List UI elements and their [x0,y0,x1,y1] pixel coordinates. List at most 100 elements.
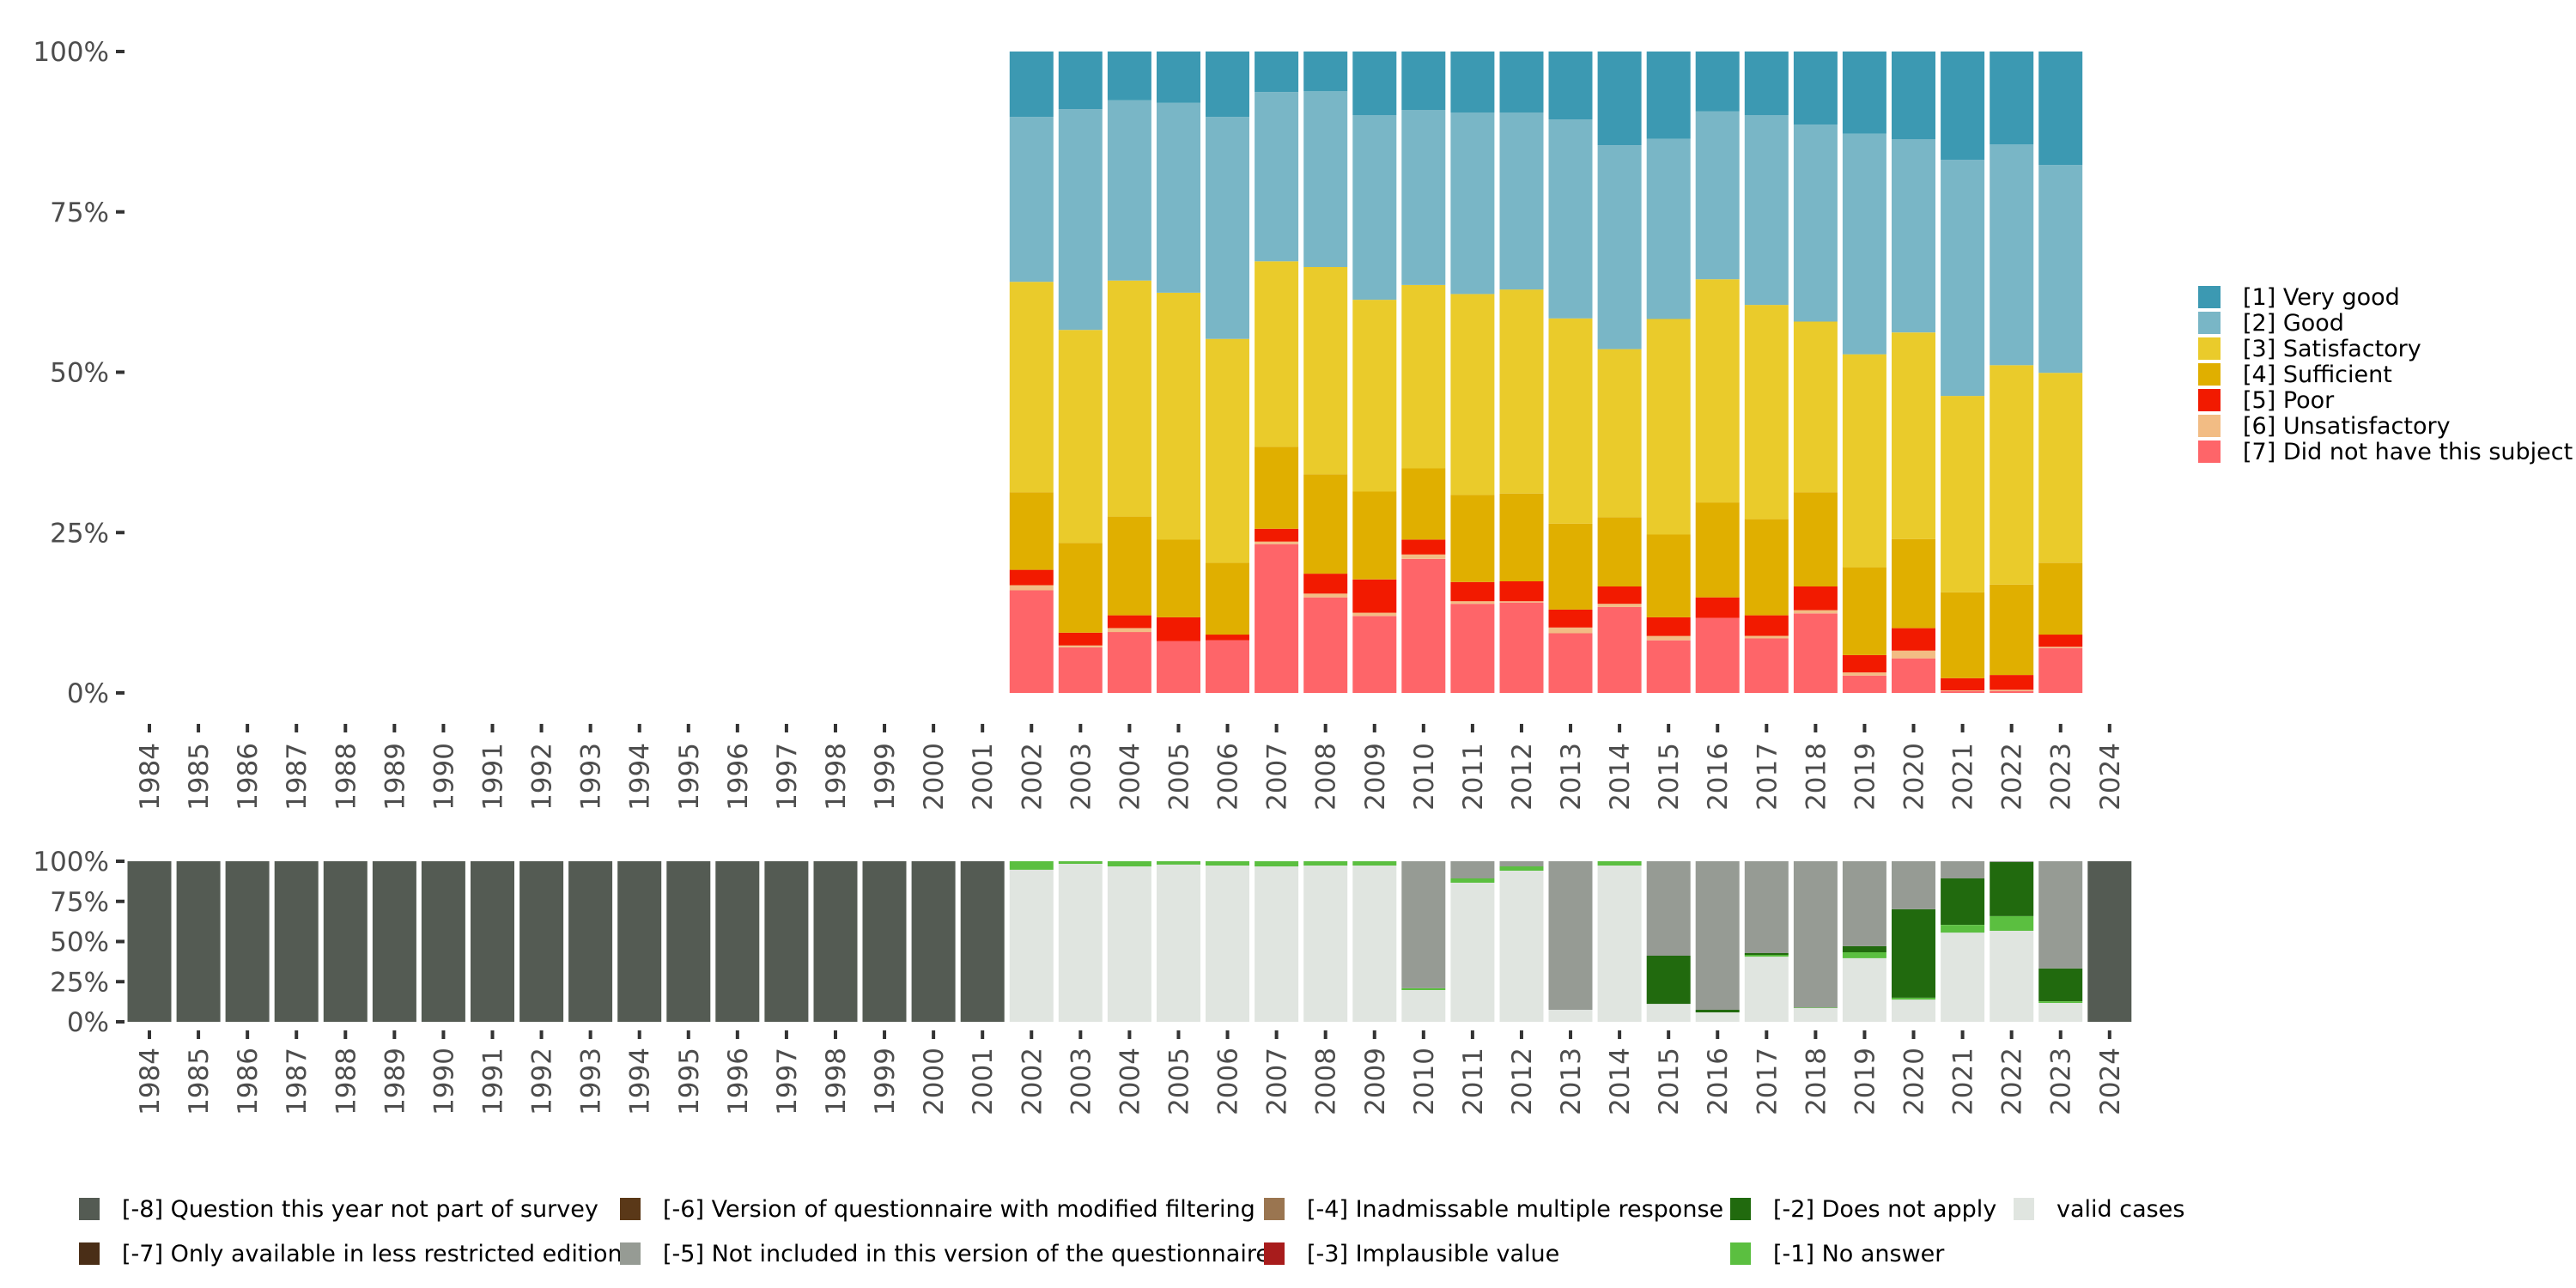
x-tick-label: 1992 [527,743,558,811]
bar-segment [1107,52,1151,100]
bar-segment [813,861,858,1022]
legend-label: [7] Did not have this subject [2243,439,2573,465]
bar-segment [1255,541,1299,544]
bar-segment [1842,957,1886,1022]
bar-segment [1206,640,1249,693]
top-chart-grades: 0% 25% 50% 75% 100% 1984 1985 1986 1987 1988 1989 1… [33,37,2125,811]
x-tick-label: 2015 [1654,743,1685,811]
x-tick-label: 2008 [1311,1048,1342,1115]
legend-swatch [79,1242,100,1265]
x-tick-label: 2021 [1948,743,1979,811]
bar-segment [1450,495,1495,582]
bar-segment [1401,468,1446,540]
bar-segment [1255,92,1299,262]
bar-stack-2005 [1157,52,1200,693]
x-tick-label: 2002 [1017,1048,1048,1115]
bar-segment [1401,558,1446,693]
bar-segment [1206,562,1249,635]
bar-segment [2038,635,2083,647]
bar-segment [1597,586,1642,605]
x-tick-label: 2018 [1801,743,1832,811]
legend-label: [-3] Implausible value [1307,1241,1559,1267]
bar-segment [1744,638,1789,693]
bar-segment [2038,562,2083,635]
y-tick-label: 25% [50,967,109,998]
bar-segment [1255,447,1299,529]
legend-swatch [2198,363,2221,386]
x-tick-label: 1998 [821,1048,852,1115]
bar-segment [1303,52,1348,92]
legend-label: [3] Satisfactory [2243,336,2421,362]
bar-segment [1157,864,1200,1022]
bar-stack-1987 [274,861,319,1022]
bottom-chart-missing: 0% 25% 50% 75% 100% 1984 1985 1986 1987 1988 1989 1… [33,847,2132,1115]
bar-stack-2003 [1058,861,1103,1022]
bar-segment [2038,1002,2083,1022]
bar-segment [1058,861,1103,864]
bar-segment [1941,878,1985,925]
bar-segment [1892,861,1935,909]
x-tick-label: 1999 [870,1048,901,1115]
bar-segment [1941,52,1985,161]
bar-segment [1499,52,1544,112]
y-tick-label: 0% [67,678,109,709]
x-tick-label: 2019 [1850,743,1880,811]
bar-segment [1744,305,1789,519]
x-tick-label: 2004 [1115,1048,1145,1115]
legend-swatch [2198,415,2221,437]
bar-stack-2007 [1255,52,1299,693]
bar-segment [1646,319,1691,535]
bar-segment [911,861,956,1022]
x-tick-label: 2019 [1850,1048,1880,1115]
legend-label: [-1] No answer [1773,1241,1945,1267]
bar-segment [1352,861,1397,866]
bar-segment [1107,280,1151,517]
bar-segment [1941,690,1985,691]
bar-segment [1793,861,1838,1008]
bar-segment [1058,864,1103,1022]
bar-segment [2038,165,2083,374]
legend-item: [6] Unsatisfactory [2198,413,2451,440]
bar-stack-2014 [1597,52,1642,693]
bar-segment [1009,869,1054,1022]
x-tick-label: 1994 [625,743,656,811]
bar-segment [1107,632,1151,693]
x-tick-label: 2012 [1507,743,1538,811]
bar-stack-1984 [127,861,172,1022]
legend-swatch [2198,337,2221,360]
bar-segment [1303,866,1348,1022]
bar-segment [1255,544,1299,693]
x-tick-label: 2011 [1458,1048,1489,1115]
bar-segment [1744,615,1789,636]
bar-segment [1303,574,1348,594]
x-tick-label: 2022 [1997,1048,2028,1115]
bar-segment [1941,690,1985,693]
bar-segment [2087,861,2132,1022]
bar-segment [1892,628,1935,651]
bar-segment [1352,52,1397,115]
bar-segment [1157,861,1200,865]
x-tick-label: 2005 [1163,743,1194,811]
bar-segment [1548,633,1593,693]
legend-swatch [2198,286,2221,308]
bar-segment [1990,690,2034,693]
bar-segment [1009,117,1054,283]
bar-segment [1058,543,1103,633]
bar-segment [1646,617,1691,636]
bar-segment [1744,861,1789,953]
bar-segment [1548,523,1593,610]
bar-stack-1988 [323,861,368,1022]
x-tick-label: 2017 [1752,1048,1783,1115]
bar-segment [1058,52,1103,110]
x-tick-label: 1989 [380,1048,410,1115]
bar-stack-2014 [1597,861,1642,1022]
x-tick-label: 2001 [968,743,999,811]
legend-swatch [2198,389,2221,411]
bar-segment [1157,102,1200,293]
bar-segment [1499,581,1544,602]
bar-segment [1157,617,1200,641]
x-tick-label: 2024 [2095,743,2126,811]
bar-segment [1058,330,1103,544]
bar-segment [1450,861,1495,878]
y-tick-label: 50% [50,927,109,958]
